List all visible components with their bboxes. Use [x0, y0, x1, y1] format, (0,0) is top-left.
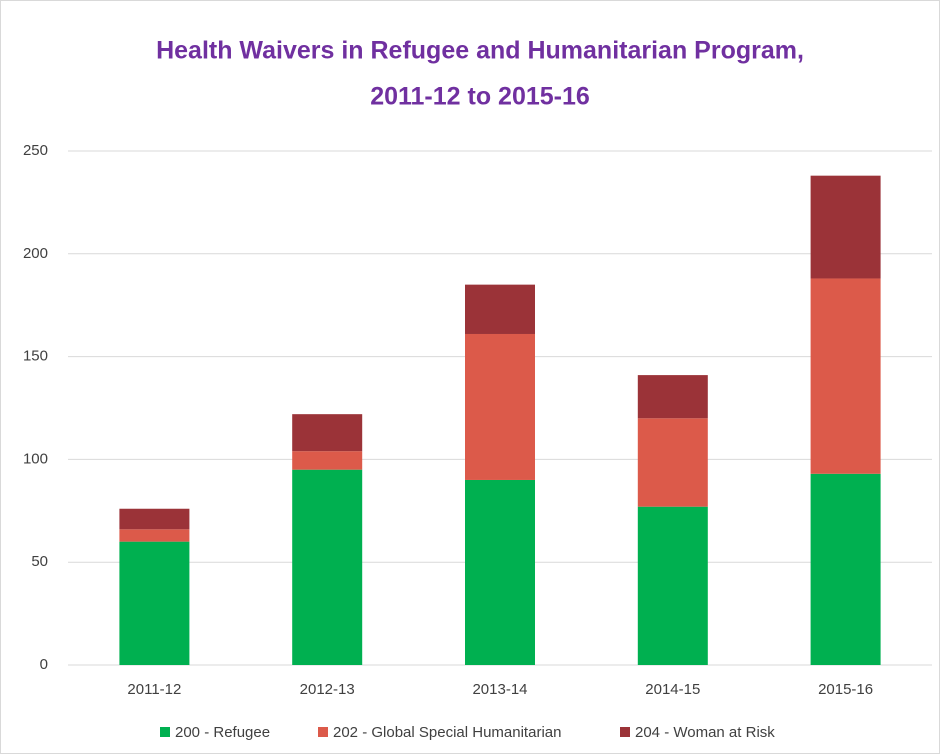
- x-tick-label: 2014-15: [645, 681, 700, 698]
- bar-segment: [119, 529, 190, 542]
- legend-label: 200 - Refugee: [175, 724, 270, 741]
- bar-segment: [637, 418, 708, 507]
- y-tick-label: 150: [23, 348, 48, 365]
- bar-segment: [465, 479, 535, 665]
- bar-segment: [810, 473, 881, 665]
- bar-segment: [637, 506, 708, 665]
- chart-title: Health Waivers in Refugee and Humanitari…: [156, 37, 804, 65]
- bar-segment: [292, 469, 363, 665]
- x-tick-label: 2011-12: [127, 681, 181, 698]
- bar-segment: [810, 175, 881, 279]
- bar-segment: [637, 375, 708, 419]
- legend-label: 202 - Global Special Humanitarian: [333, 724, 561, 741]
- legend-swatch: [318, 727, 328, 737]
- legend-label: 204 - Woman at Risk: [635, 724, 775, 741]
- bar-segment: [465, 284, 535, 334]
- bar-segment: [292, 414, 363, 452]
- chart-title: 2011-12 to 2015-16: [370, 83, 590, 111]
- y-tick-label: 100: [23, 450, 48, 467]
- y-tick-label: 50: [31, 553, 48, 570]
- legend-swatch: [160, 727, 170, 737]
- y-tick-label: 0: [40, 656, 48, 673]
- bar-segment: [810, 278, 881, 474]
- bar-segment: [292, 451, 363, 470]
- bar-segment: [119, 508, 190, 530]
- y-tick-label: 200: [23, 245, 48, 262]
- bar-segment: [119, 541, 190, 665]
- x-tick-label: 2015-16: [818, 681, 873, 698]
- x-tick-label: 2013-14: [472, 681, 527, 698]
- legend-swatch: [620, 727, 630, 737]
- bar-segment: [465, 333, 535, 480]
- x-tick-label: 2012-13: [300, 681, 355, 698]
- y-tick-label: 250: [23, 142, 48, 159]
